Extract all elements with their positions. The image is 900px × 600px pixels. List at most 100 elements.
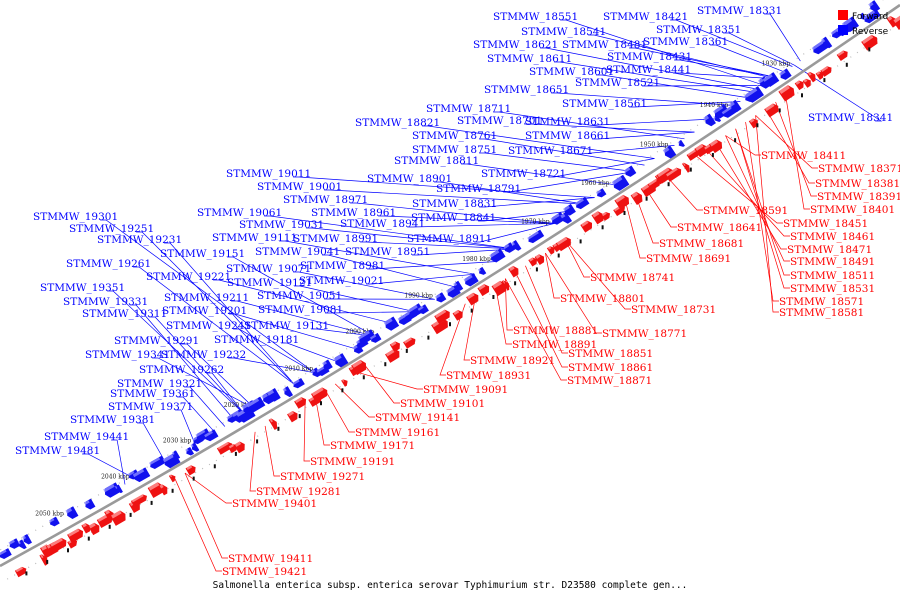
reverse-gene-label: STMMW_19071 — [226, 263, 311, 275]
forward-leader-line — [545, 253, 560, 299]
reverse-gene-label: STMMW_18811 — [394, 155, 479, 167]
forward-gene — [227, 444, 238, 454]
gene-marker — [298, 414, 301, 419]
forward-gene — [802, 78, 811, 88]
gene-marker — [557, 253, 560, 258]
reverse-gene-label: STMMW_19021 — [299, 275, 384, 287]
reverse-gene — [677, 139, 685, 147]
reverse-leader-line — [710, 44, 785, 73]
gene-marker — [46, 559, 49, 564]
forward-gene-label: STMMW_18571 — [779, 296, 864, 308]
reverse-leader-line — [100, 219, 316, 374]
reverse-gene — [48, 516, 60, 527]
forward-gene — [555, 237, 571, 252]
reverse-leader-line — [229, 313, 355, 349]
forward-leader-line — [504, 278, 567, 381]
reverse-leader-line — [82, 453, 136, 480]
forward-gene — [836, 50, 848, 61]
forward-gene — [886, 16, 897, 28]
gene-marker — [801, 93, 803, 98]
forward-gene-label: STMMW_18391 — [817, 191, 900, 203]
reverse-gene-label: STMMW_18351 — [656, 24, 741, 36]
forward-gene — [501, 280, 510, 291]
backbone-line — [0, 3, 900, 568]
forward-leader-line — [314, 395, 330, 446]
reverse-gene-label: STMMW_18661 — [525, 130, 610, 142]
forward-gene-label: STMMW_19281 — [256, 486, 341, 498]
gene-marker — [427, 335, 430, 340]
gene-marker — [623, 211, 626, 215]
reverse-leader-line — [434, 181, 585, 205]
gene-marker — [845, 62, 848, 67]
reverse-leader-line — [596, 74, 747, 98]
forward-leader-line — [775, 101, 817, 197]
reverse-leader-line — [184, 386, 226, 427]
gene-marker — [778, 108, 781, 113]
forward-gene — [452, 310, 463, 321]
reverse-gene-label: STMMW_19262 — [139, 364, 224, 376]
forward-gene — [287, 411, 298, 423]
forward-gene-label: STMMW_18931 — [446, 370, 531, 382]
forward-leader-line — [364, 365, 400, 404]
reverse-gene-label: STMMW_18481 — [562, 39, 647, 51]
forward-legend-swatch — [838, 10, 848, 20]
reverse-gene-label: STMMW_19232 — [161, 349, 246, 361]
reverse-leader-line — [279, 240, 475, 275]
gene-marker — [171, 488, 174, 493]
reverse-gene-label: STMMW_18951 — [345, 246, 430, 258]
reverse-gene-label: STMMW_19481 — [15, 445, 100, 457]
map-caption: Salmonella enterica subsp. enterica sero… — [213, 580, 688, 591]
gene-marker — [734, 138, 737, 143]
forward-gene-label: STMMW_18531 — [790, 283, 875, 295]
forward-gene-label: STMMW_18871 — [567, 375, 652, 387]
reverse-leader-line — [130, 304, 236, 421]
forward-gene — [389, 341, 400, 352]
forward-gene — [110, 510, 126, 526]
reverse-leader-line — [540, 47, 759, 90]
scale-tick-label: 1960 kbp — [581, 180, 610, 187]
forward-gene — [528, 257, 538, 267]
forward-gene-labels: STMMW_18411STMMW_18371STMMW_18381STMMW_1… — [222, 150, 900, 578]
forward-leader-line — [665, 174, 703, 211]
gene-marker — [320, 401, 322, 406]
reverse-leader-line — [378, 215, 555, 224]
reverse-gene — [574, 196, 590, 210]
reverse-gene — [204, 429, 219, 442]
reverse-gene-label: STMMW_18521 — [575, 77, 660, 89]
gene-marker — [470, 308, 473, 313]
reverse-gene-label: STMMW_18821 — [355, 117, 440, 129]
forward-leader-line — [355, 371, 423, 390]
forward-gene — [466, 292, 479, 306]
reverse-gene — [246, 396, 266, 413]
gene-marker — [362, 375, 365, 380]
scale-tick-label: 1970 kbp — [521, 219, 550, 226]
forward-gene — [341, 379, 348, 387]
reverse-gene-label: STMMW_19381 — [70, 414, 155, 426]
reverse-leader-line — [213, 279, 395, 325]
forward-gene-label: STMMW_18691 — [646, 253, 731, 265]
forward-gene — [67, 528, 84, 543]
reverse-gene-label: STMMW_19361 — [110, 388, 195, 400]
forward-leader-line — [735, 128, 790, 289]
reverse-gene-label: STMMW_19371 — [108, 401, 193, 413]
forward-gene-label: STMMW_18731 — [631, 304, 716, 316]
forward-gene — [665, 167, 682, 182]
forward-leader-line — [184, 472, 232, 504]
forward-gene-label: STMMW_19191 — [310, 456, 395, 468]
reverse-leader-line — [554, 61, 755, 93]
forward-gene — [892, 13, 900, 30]
forward-gene — [708, 139, 723, 154]
reverse-gene — [195, 428, 211, 442]
gene-marker — [601, 225, 604, 230]
reverse-gene-label: STMMW_18901 — [367, 173, 452, 185]
forward-gene-label: STMMW_19141 — [375, 412, 460, 424]
reverse-leader-line — [177, 396, 216, 433]
reverse-gene — [560, 211, 573, 224]
reverse-gene-label: STMMW_19131 — [244, 320, 329, 332]
reverse-gene-label: STMMW_19111 — [212, 232, 297, 244]
gene-marker — [108, 524, 111, 529]
forward-gene-label: STMMW_19161 — [355, 427, 440, 439]
reverse-gene-label: STMMW_18971 — [283, 194, 368, 206]
reverse-gene-label: STMMW_18421 — [603, 11, 688, 23]
